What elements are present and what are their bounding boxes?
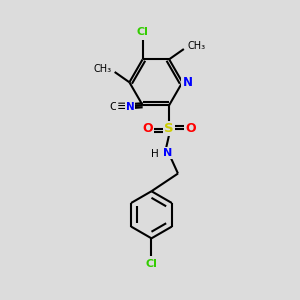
Text: N: N bbox=[182, 76, 192, 89]
Text: ≡: ≡ bbox=[117, 100, 127, 113]
Text: N: N bbox=[126, 102, 134, 112]
Text: O: O bbox=[186, 122, 196, 135]
Text: CH₃: CH₃ bbox=[93, 64, 111, 74]
Text: Cl: Cl bbox=[137, 27, 148, 37]
Text: S: S bbox=[164, 122, 174, 135]
Text: H: H bbox=[151, 149, 159, 159]
Text: CH₃: CH₃ bbox=[187, 41, 205, 51]
Text: O: O bbox=[142, 122, 153, 135]
Text: Cl: Cl bbox=[146, 259, 158, 269]
Text: N: N bbox=[163, 148, 172, 158]
Text: C: C bbox=[110, 102, 117, 112]
